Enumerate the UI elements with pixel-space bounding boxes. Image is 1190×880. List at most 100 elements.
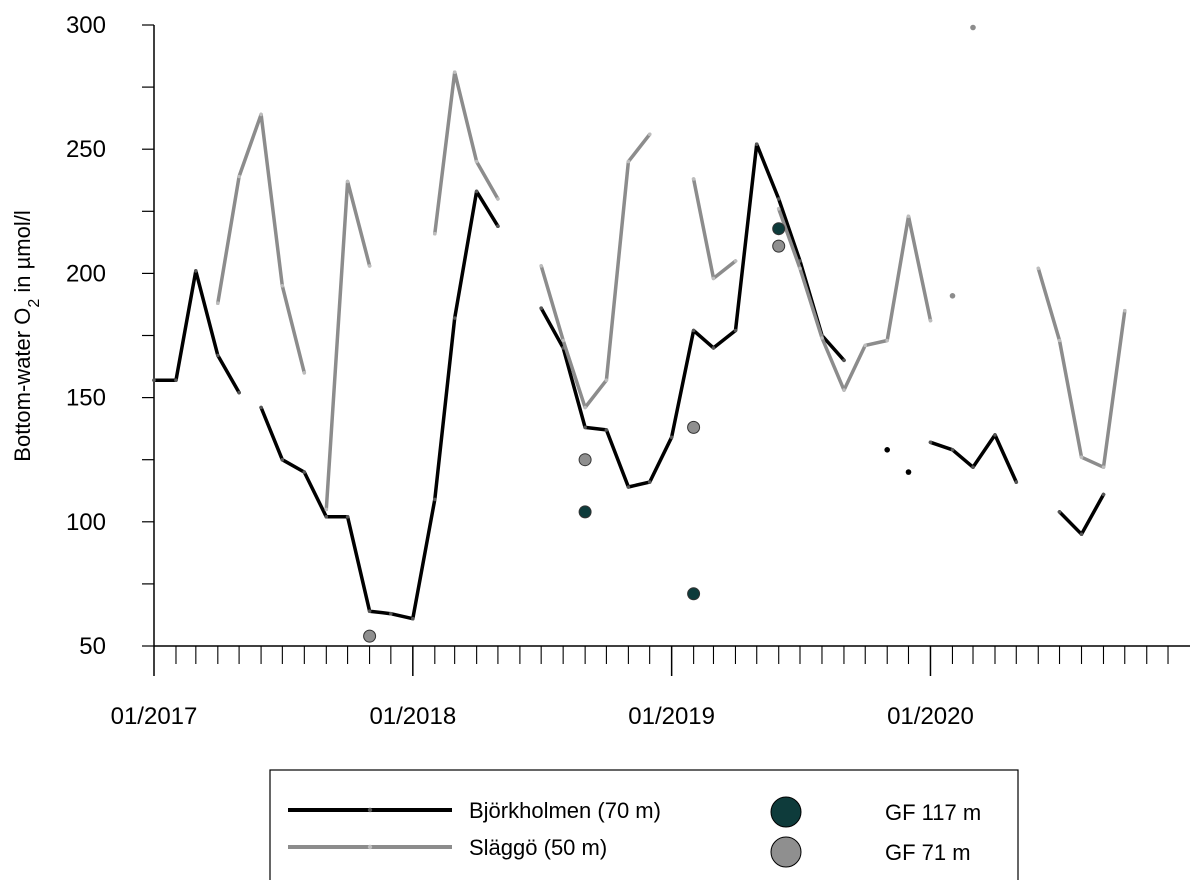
scatter-point-gf117 [578,505,592,519]
series-line-bjorkholmen [539,142,846,489]
data-point-slaggo [604,378,609,383]
data-point-bjorkholmen [280,457,285,462]
series-line-bjorkholmen [1057,492,1106,536]
data-point-bjorkholmen [842,358,846,363]
data-point-bjorkholmen [302,470,307,474]
y-tick-label: 300 [66,12,106,39]
data-point-slaggo [776,207,781,211]
data-point-bjorkholmen [194,269,198,273]
data-point-slaggo [1123,308,1127,313]
data-point-slaggo [1057,338,1062,343]
legend-label-gf117: GF 117 m [885,800,981,825]
y-axis-label-main: Bottom-water O [10,308,35,462]
y-axis-label-subscript: 2 [26,299,43,308]
data-point-bjorkholmen [1101,492,1106,497]
data-point-slaggo [863,343,867,348]
data-point-bjorkholmen [604,428,609,432]
legend-marker-bjorkholmen [367,807,373,813]
data-point-slaggo [216,301,220,306]
data-point-slaggo [324,507,329,512]
data-point-slaggo [583,405,587,410]
data-point-slaggo [711,276,716,281]
series-slaggo [216,24,1127,512]
data-point-bjorkholmen [647,480,652,484]
data-point-bjorkholmen [950,448,955,452]
data-point-slaggo [647,132,652,137]
data-point-bjorkholmen [433,497,437,502]
data-point-bjorkholmen [928,440,933,445]
data-point-bjorkholmen [905,469,912,475]
data-point-bjorkholmen [345,515,350,519]
data-point-slaggo [1036,266,1041,271]
data-point-bjorkholmen [583,425,587,430]
data-point-slaggo [433,231,437,236]
svg-text:Bottom-water O2 in µmol/l: Bottom-water O2 in µmol/l [10,210,43,461]
series-line-bjorkholmen [259,189,500,621]
series-line-bjorkholmen [152,269,241,395]
scatter-point-gf117 [772,222,786,236]
data-point-bjorkholmen [389,611,393,616]
series-line-bjorkholmen [928,433,1019,484]
scatter-point-gf117 [687,587,701,601]
data-point-bjorkholmen [367,609,372,613]
data-point-slaggo [691,177,696,181]
data-point-bjorkholmen [691,328,696,333]
data-point-slaggo [733,259,738,263]
legend-label-gf71: GF 71 m [885,840,971,865]
data-point-slaggo [561,338,565,343]
data-point-slaggo [452,70,457,74]
axes: 50 100 150 200 250 300 01/2017 01/2018 01/2019 01… [66,12,1190,730]
series-line-slaggo [216,112,307,375]
series-line-slaggo [776,207,933,392]
data-point-bjorkholmen [884,447,890,453]
data-point-bjorkholmen [971,465,975,470]
legend-box [269,769,1019,880]
y-tick-label: 50 [79,633,106,660]
data-point-slaggo [539,264,543,268]
data-point-slaggo [474,159,479,164]
data-point-slaggo [928,318,933,323]
data-point-slaggo [367,264,372,268]
data-point-bjorkholmen [474,189,479,194]
data-point-slaggo [626,159,631,164]
legend-marker-gf71 [770,836,802,868]
y-axis-label-unit: in µmol/l [10,210,35,298]
data-point-bjorkholmen [452,316,457,320]
data-point-bjorkholmen [539,306,543,311]
legend: Björkholmen (70 m) Släggö (50 m) GF 117 … [269,769,1019,880]
data-point-bjorkholmen [754,142,759,146]
data-point-slaggo [842,388,846,392]
data-point-bjorkholmen [733,328,738,333]
legend-marker-gf117 [770,796,802,828]
data-point-bjorkholmen [411,616,415,621]
data-point-bjorkholmen [324,515,329,519]
data-point-bjorkholmen [776,197,781,201]
series-line-slaggo [433,70,500,236]
legend-marker-slaggo [367,844,373,850]
data-point-slaggo [345,179,350,184]
data-point-bjorkholmen [216,353,220,358]
data-point-bjorkholmen [1014,480,1019,484]
y-axis-label: Bottom-water O2 in µmol/l [10,210,43,461]
scatter-point-gf71 [687,420,701,434]
data-point-slaggo [885,338,889,343]
data-point-slaggo [302,371,307,375]
data-point-bjorkholmen [174,378,178,383]
series-line-slaggo [691,177,738,281]
y-tick-label: 200 [66,260,106,287]
x-tick-label: 01/2020 [887,703,974,730]
data-point-slaggo [970,24,976,31]
x-tick-label: 01/2017 [111,703,198,730]
series-layer [152,24,1127,621]
data-point-slaggo [949,293,956,299]
data-point-slaggo [496,197,500,201]
data-point-slaggo [259,112,263,117]
data-point-slaggo [820,336,824,340]
data-point-bjorkholmen [1079,532,1084,536]
y-tick-label: 150 [66,385,106,412]
data-point-bjorkholmen [626,485,631,489]
data-point-bjorkholmen [1057,510,1062,514]
data-point-bjorkholmen [237,390,241,395]
data-point-bjorkholmen [669,435,674,440]
